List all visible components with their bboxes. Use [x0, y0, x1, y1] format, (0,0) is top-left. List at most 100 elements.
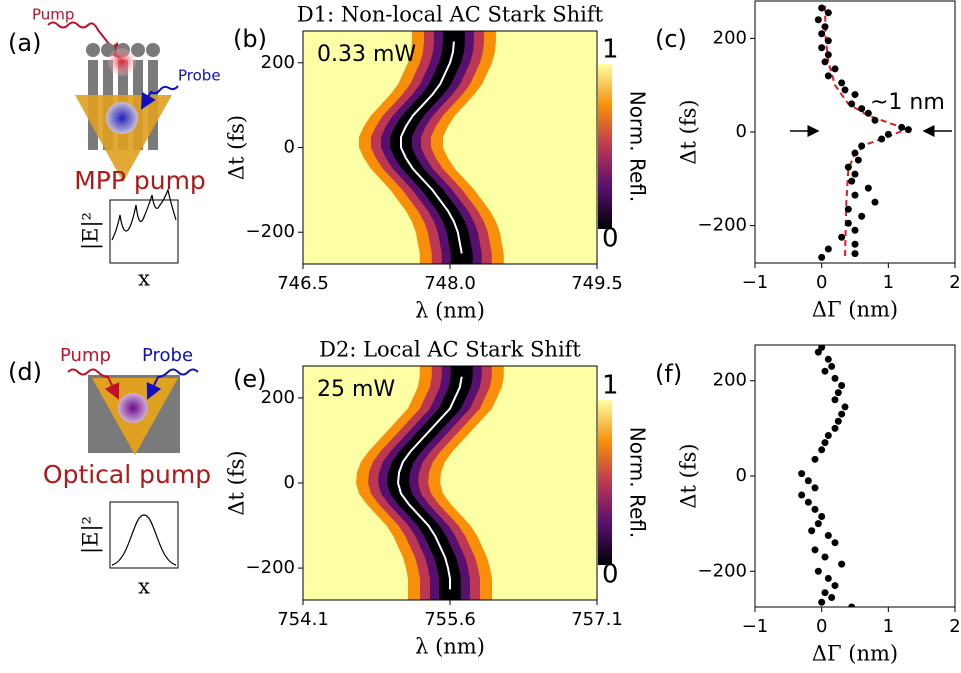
- point: [848, 177, 856, 185]
- point: [824, 355, 832, 363]
- point: [831, 374, 839, 382]
- fit-line: [824, 5, 908, 259]
- point: [824, 432, 832, 440]
- point: [811, 455, 819, 463]
- point: [814, 348, 822, 356]
- point: [824, 574, 832, 582]
- point: [871, 116, 879, 124]
- heat-band: [390, 31, 473, 264]
- point: [814, 520, 822, 528]
- pump-label: Pump: [60, 345, 111, 366]
- y-tick-label: −200: [246, 221, 295, 242]
- point: [851, 149, 859, 157]
- annotation: ~1 nm: [870, 90, 945, 115]
- point: [871, 198, 879, 206]
- point: [818, 253, 826, 261]
- y-axis-label: Δt (fs): [677, 99, 701, 164]
- point: [798, 491, 806, 499]
- caption: Optical pump: [43, 460, 211, 489]
- y-tick-label: −200: [698, 560, 747, 581]
- point: [824, 9, 832, 17]
- x-tick-label: 0: [816, 272, 827, 293]
- point: [811, 505, 819, 513]
- x-tick-label: 1: [883, 272, 894, 293]
- y-axis-label: Δt (fs): [677, 443, 701, 508]
- point: [804, 498, 812, 506]
- point: [824, 51, 832, 59]
- point: [821, 589, 829, 597]
- point: [838, 560, 846, 568]
- point: [831, 396, 839, 404]
- x-tick-label: 757.1: [571, 609, 623, 630]
- point: [848, 100, 856, 108]
- y-tick-label: 200: [713, 370, 747, 391]
- x-tick-label: −1: [742, 616, 769, 637]
- probe-label: Probe: [142, 345, 193, 366]
- x-axis-label: λ (nm): [415, 635, 485, 659]
- colorbar-label: Norm. Refl.: [626, 427, 650, 539]
- point: [844, 163, 852, 171]
- colorbar-tick-label: 0: [602, 224, 619, 254]
- point: [811, 484, 819, 492]
- point: [821, 23, 829, 31]
- y-tick-label: −200: [246, 557, 295, 578]
- colorbar-tick-label: 1: [602, 371, 619, 401]
- x-axis-label: λ (nm): [415, 299, 485, 323]
- caption: MPP pump: [74, 166, 206, 195]
- point: [841, 403, 849, 411]
- point: [824, 37, 832, 45]
- x-tick-label: −1: [742, 272, 769, 293]
- point: [841, 86, 849, 94]
- point: [898, 123, 906, 131]
- panel-label: (d): [8, 358, 42, 386]
- y-tick-label: −200: [698, 215, 747, 236]
- point: [858, 105, 866, 113]
- point: [834, 389, 842, 397]
- y-tick-label: 0: [736, 121, 747, 142]
- point: [814, 567, 822, 575]
- y-tick-label: 0: [736, 465, 747, 486]
- point: [824, 245, 832, 253]
- point: [858, 212, 866, 220]
- point: [811, 546, 819, 554]
- colorbar-tick-label: 1: [602, 35, 619, 65]
- x-tick-label: 754.1: [277, 609, 329, 630]
- panel-label: (f): [655, 360, 682, 388]
- point: [804, 477, 812, 485]
- schematic-d: (d) Pump Probe Optical pump |E|² x: [8, 345, 211, 599]
- panel-label: (e): [233, 365, 267, 393]
- point: [838, 79, 846, 87]
- point: [878, 135, 886, 143]
- xlabel: x: [138, 267, 150, 291]
- point: [851, 250, 859, 258]
- schematic-a: (a) Pump Probe MPP pump |E|² x: [8, 6, 221, 291]
- peak-line: [400, 41, 463, 254]
- heat-band: [387, 366, 473, 600]
- point: [831, 582, 839, 590]
- ylabel: |E|²: [79, 212, 104, 250]
- point: [821, 58, 829, 66]
- heat-band: [368, 366, 492, 600]
- heat-band: [381, 31, 482, 264]
- annotation: 25 mW: [317, 377, 395, 402]
- point: [818, 598, 826, 606]
- colorbar: [598, 400, 612, 565]
- heat-band: [378, 366, 482, 600]
- x-tick-label: 748.0: [424, 273, 476, 294]
- colorbar-label: Norm. Refl.: [626, 91, 650, 203]
- point: [831, 65, 839, 73]
- x-axis-label: ΔΓ (nm): [812, 298, 898, 322]
- point: [851, 240, 859, 248]
- point: [818, 4, 826, 12]
- point: [848, 603, 856, 607]
- ylabel: |E|²: [79, 516, 104, 554]
- point: [844, 205, 852, 213]
- x-tick-label: 2: [949, 616, 960, 637]
- point: [818, 44, 826, 52]
- xlabel: x: [138, 575, 150, 599]
- point: [854, 156, 862, 164]
- point: [818, 30, 826, 38]
- frame: [754, 344, 956, 608]
- point: [851, 191, 859, 199]
- colorbar: [598, 64, 612, 229]
